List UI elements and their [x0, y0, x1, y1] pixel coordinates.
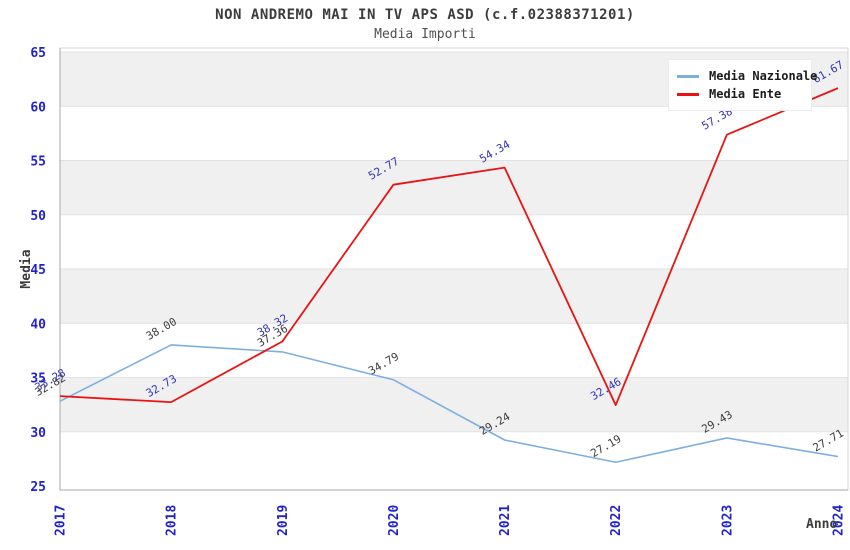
grid-band	[60, 377, 848, 432]
y-tick-label: 40	[30, 317, 46, 332]
legend-label-media-nazionale: Media Nazionale	[709, 69, 818, 83]
y-tick-label: 65	[30, 46, 46, 61]
chart-subtitle: Media Importi	[374, 27, 476, 42]
x-tick-label: 2018	[165, 505, 180, 536]
x-tick-label: 2023	[720, 505, 735, 536]
x-tick-label: 2024	[832, 505, 847, 536]
y-tick-label: 60	[30, 100, 46, 115]
y-tick-label: 50	[30, 209, 46, 224]
series-line-media-ente	[59, 87, 839, 406]
x-tick-label: 2017	[54, 505, 69, 536]
x-tick-label: 2022	[609, 505, 624, 536]
legend-swatch-media-ente-icon	[677, 92, 699, 96]
grid-band	[60, 160, 848, 215]
y-tick-label: 45	[30, 263, 46, 278]
chart-title: NON ANDREMO MAI IN TV APS ASD (c.f.02388…	[215, 7, 635, 23]
x-tick-label: 2020	[387, 505, 402, 536]
y-tick-label: 35	[30, 372, 46, 387]
legend-item-media-ente: Media Ente	[677, 85, 803, 103]
legend-swatch-media-nazionale-icon	[677, 74, 699, 78]
legend: Media Nazionale Media Ente	[668, 59, 817, 111]
x-tick-label: 2019	[276, 505, 291, 536]
legend-item-media-nazionale: Media Nazionale	[677, 67, 817, 85]
legend-label-media-ente: Media Ente	[709, 87, 782, 101]
y-axis-title: Media	[19, 249, 34, 288]
x-tick-label: 2021	[498, 505, 513, 536]
y-tick-label: 30	[30, 426, 46, 441]
y-tick-label: 55	[30, 155, 46, 170]
series-line-media-nazionale	[59, 344, 839, 464]
grid-band	[60, 269, 848, 324]
x-axis-title: Anno	[806, 517, 837, 532]
y-tick-label: 25	[30, 480, 46, 495]
